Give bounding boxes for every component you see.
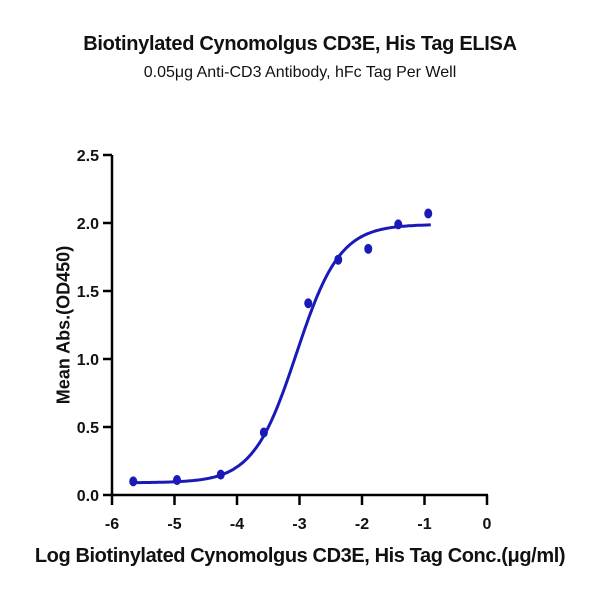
data-point bbox=[216, 469, 225, 480]
y-tick-label: 0.5 bbox=[77, 420, 99, 437]
data-point bbox=[334, 254, 343, 265]
data-point bbox=[173, 475, 181, 486]
data-point bbox=[394, 219, 403, 230]
data-point bbox=[259, 427, 268, 438]
data-point bbox=[129, 476, 138, 487]
y-tick-label: 2.5 bbox=[77, 148, 99, 165]
fit-curve bbox=[130, 223, 431, 485]
x-tick-label: -6 bbox=[105, 516, 119, 533]
chart-title: Biotinylated Cynomolgus CD3E, His Tag EL… bbox=[83, 33, 517, 55]
y-tick-label: 0.0 bbox=[77, 488, 99, 505]
x-tick-label: -5 bbox=[167, 516, 181, 533]
chart-subtitle: 0.05μg Anti-CD3 Antibody, hFc Tag Per We… bbox=[143, 64, 457, 81]
data-point bbox=[364, 243, 373, 254]
x-tick-label: 0 bbox=[483, 516, 492, 533]
data-point bbox=[424, 208, 433, 219]
y-tick-label: 1.0 bbox=[77, 352, 99, 369]
y-tick-label: 2.0 bbox=[77, 216, 99, 233]
x-tick-label: -2 bbox=[355, 516, 369, 533]
x-tick-label: -1 bbox=[417, 516, 431, 533]
y-tick-label: 1.5 bbox=[77, 284, 99, 301]
x-tick-label: -4 bbox=[230, 516, 244, 533]
x-axis-label: Log Biotinylated Cynomolgus CD3E, His Ta… bbox=[34, 545, 566, 567]
x-tick-label: -3 bbox=[292, 516, 306, 533]
data-point bbox=[304, 298, 313, 309]
